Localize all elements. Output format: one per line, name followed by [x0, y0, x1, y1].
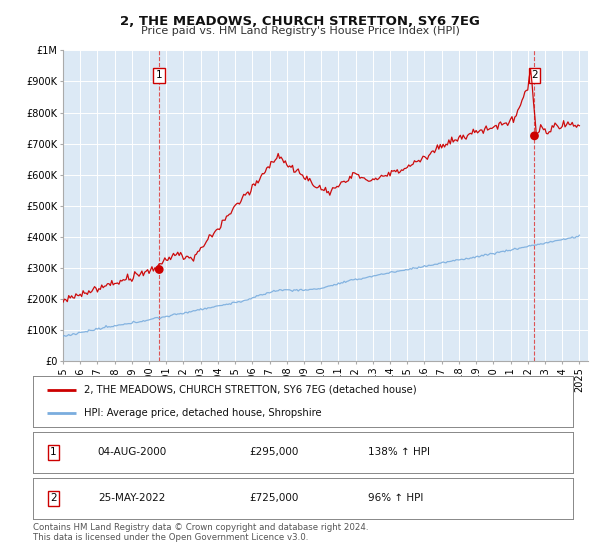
Text: 04-AUG-2000: 04-AUG-2000 [98, 447, 167, 458]
Point [154, 265, 164, 274]
Text: £295,000: £295,000 [249, 447, 298, 458]
Text: 2, THE MEADOWS, CHURCH STRETTON, SY6 7EG (detached house): 2, THE MEADOWS, CHURCH STRETTON, SY6 7EG… [84, 385, 417, 395]
Text: 138% ↑ HPI: 138% ↑ HPI [368, 447, 430, 458]
Text: 1: 1 [50, 447, 57, 458]
Text: 2: 2 [50, 493, 57, 503]
Text: £725,000: £725,000 [249, 493, 298, 503]
Text: 1: 1 [156, 70, 163, 80]
Text: HPI: Average price, detached house, Shropshire: HPI: Average price, detached house, Shro… [84, 408, 322, 418]
Text: Price paid vs. HM Land Registry's House Price Index (HPI): Price paid vs. HM Land Registry's House … [140, 26, 460, 36]
Text: 25-MAY-2022: 25-MAY-2022 [98, 493, 165, 503]
Text: 96% ↑ HPI: 96% ↑ HPI [368, 493, 423, 503]
Text: 2: 2 [531, 70, 538, 80]
Text: Contains HM Land Registry data © Crown copyright and database right 2024.
This d: Contains HM Land Registry data © Crown c… [33, 523, 368, 543]
Text: 2, THE MEADOWS, CHURCH STRETTON, SY6 7EG: 2, THE MEADOWS, CHURCH STRETTON, SY6 7EG [120, 15, 480, 27]
Point [530, 132, 539, 141]
